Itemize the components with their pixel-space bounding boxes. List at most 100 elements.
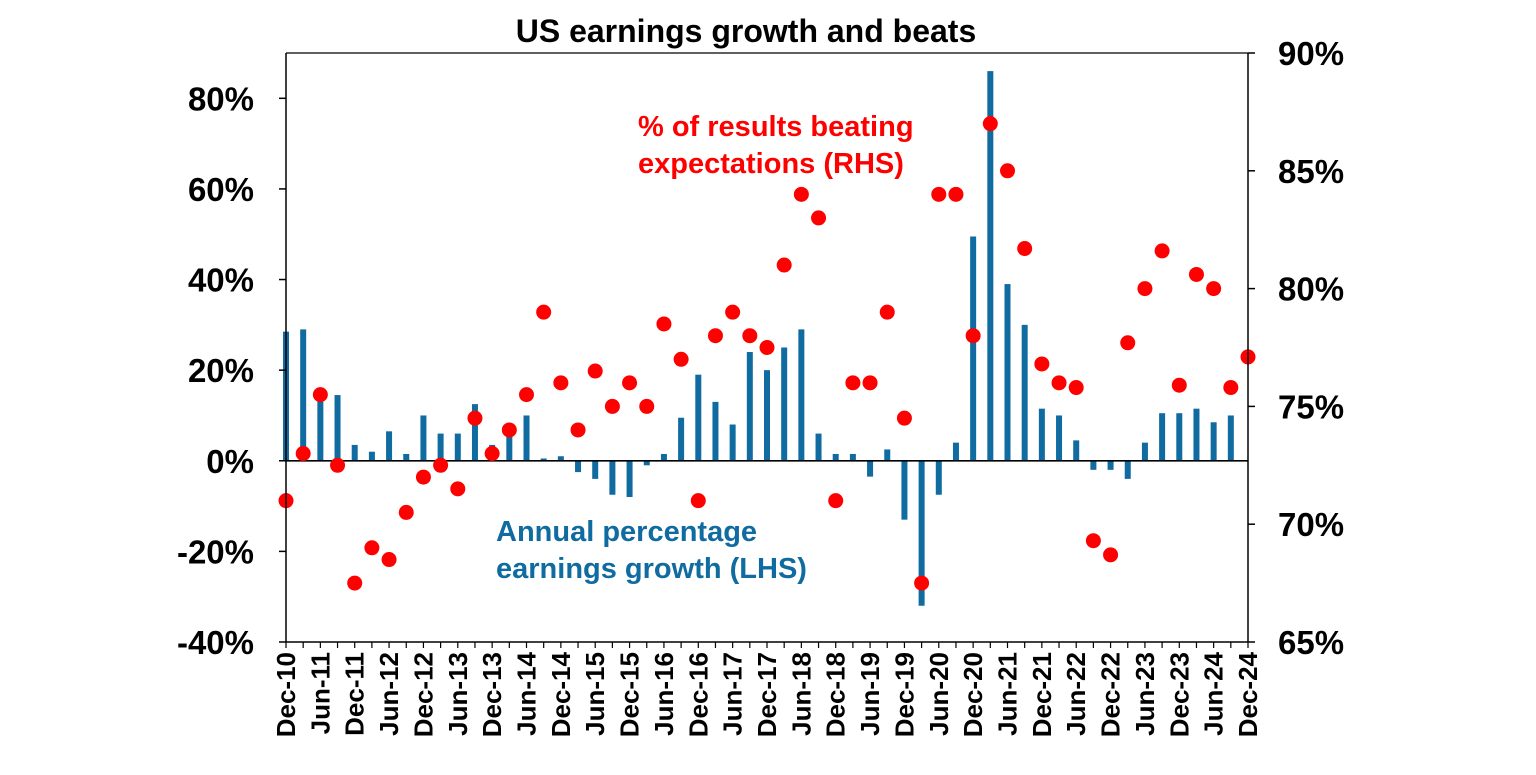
bar-Mar-20 [918, 460, 925, 606]
x-tick-label: Jun-15 [580, 652, 610, 736]
bar-Jun-23 [1141, 442, 1148, 461]
bar-Jun-21 [1004, 284, 1011, 461]
x-tick-label: Dec-14 [546, 651, 576, 737]
x-tick-label: Dec-23 [1164, 652, 1194, 737]
bar-Jun-16 [660, 453, 667, 461]
y-axis-left: -40% -20% 0% 20% 40% 60% 80% [177, 80, 286, 661]
point-Mar-21 [982, 116, 998, 132]
bar-Jun-11 [317, 397, 324, 461]
bar-Mar-12 [368, 451, 375, 461]
bar-Sep-23 [1159, 413, 1166, 461]
bar-Jun-15 [592, 460, 599, 479]
point-Mar-13 [433, 457, 449, 473]
point-Mar-22 [1051, 375, 1067, 391]
point-Dec-16 [690, 493, 706, 509]
y-left-tick-label: 60% [188, 171, 254, 208]
point-Sep-15 [604, 398, 620, 414]
point-Mar-12 [364, 540, 380, 556]
point-Dec-12 [415, 469, 431, 485]
point-Sep-21 [1017, 241, 1033, 257]
point-Jun-12 [381, 552, 397, 568]
bar-Sep-17 [746, 352, 753, 461]
chart-title: US earnings growth and beats [516, 13, 977, 49]
y-right-tick-label: 80% [1278, 271, 1344, 308]
x-tick-label: Dec-13 [477, 652, 507, 737]
bar-Mar-18 [781, 347, 788, 461]
bar-Sep-16 [678, 417, 685, 461]
bar-Mar-17 [712, 401, 719, 461]
x-axis: Dec-10 Jun-11 Dec-11 Jun-12 Dec-12 Jun-13 Dec-… [271, 642, 1263, 737]
x-tick-label: Jun-16 [649, 652, 679, 736]
y-right-tick-label: 90% [1278, 35, 1344, 72]
y-right-tick-label: 85% [1278, 153, 1344, 190]
bar-Mar-22 [1056, 415, 1063, 461]
bar-Mar-15 [575, 460, 582, 473]
bar-Dec-15 [626, 460, 633, 498]
x-tick-label: Dec-20 [958, 652, 988, 737]
point-Sep-16 [673, 351, 689, 367]
x-tick-label: Dec-11 [340, 652, 370, 736]
point-Dec-13 [484, 446, 500, 462]
y-left-tick-label: 0% [206, 443, 254, 480]
point-Jun-20 [931, 186, 947, 202]
point-Mar-19 [845, 375, 861, 391]
bar-Sep-18 [815, 433, 822, 461]
y-right-tick-label: 70% [1278, 506, 1344, 543]
y-right-tick-label: 75% [1278, 388, 1344, 425]
y-left-tick-label: -20% [177, 533, 254, 570]
x-tick-label: Jun-21 [993, 652, 1023, 736]
bar-series-earnings-growth [283, 71, 1234, 606]
point-Sep-14 [536, 304, 552, 320]
point-Jun-15 [587, 363, 603, 379]
bar-Jun-13 [454, 433, 461, 461]
x-tick-label: Jun-14 [512, 651, 542, 735]
point-Dec-22 [1103, 547, 1119, 563]
bar-Dec-20 [970, 236, 977, 461]
annotation-line: earnings growth (LHS) [496, 553, 807, 585]
x-tick-label: Dec-16 [683, 652, 713, 737]
point-Mar-14 [501, 422, 517, 438]
annotation-line: % of results beating [638, 111, 914, 143]
x-tick-label: Jun-22 [1061, 652, 1091, 736]
x-tick-label: Dec-17 [752, 652, 782, 737]
bar-Dec-19 [901, 460, 908, 520]
bar-Sep-22 [1090, 460, 1097, 470]
y-axis-right: 65% 70% 75% 80% 85% 90% [1248, 35, 1344, 661]
annotation-line: expectations (RHS) [638, 148, 904, 180]
point-Mar-15 [570, 422, 586, 438]
x-tick-label: Jun-17 [718, 652, 748, 736]
bar-Mar-16 [643, 460, 650, 466]
point-Sep-13 [467, 410, 483, 426]
bar-Mar-11 [300, 329, 307, 461]
point-Jun-23 [1137, 281, 1153, 297]
point-Dec-23 [1171, 377, 1187, 393]
bar-Dec-18 [832, 453, 839, 461]
bar-Sep-14 [540, 458, 547, 461]
point-Dec-20 [965, 328, 981, 344]
scatter-series-beats [278, 116, 1256, 591]
point-Mar-17 [707, 328, 723, 344]
y-left-tick-label: 20% [188, 352, 254, 389]
point-Sep-17 [742, 328, 758, 344]
bar-Dec-22 [1107, 460, 1114, 470]
bar-Sep-20 [952, 442, 959, 461]
point-Sep-12 [398, 504, 414, 520]
point-Sep-24 [1223, 380, 1239, 396]
bar-Mar-14 [506, 429, 513, 461]
bar-Jun-12 [386, 431, 393, 461]
point-Sep-19 [879, 304, 895, 320]
point-Jun-13 [450, 481, 466, 497]
point-Jun-17 [725, 304, 741, 320]
bar-Jun-14 [523, 415, 530, 461]
point-Mar-24 [1188, 266, 1204, 282]
bar-Mar-23 [1124, 460, 1131, 479]
point-Mar-16 [639, 398, 655, 414]
bar-Jun-24 [1210, 422, 1217, 461]
point-Jun-22 [1068, 380, 1084, 396]
x-tick-label: Dec-18 [821, 652, 851, 737]
x-tick-label: Dec-15 [615, 652, 645, 737]
bar-Dec-14 [557, 456, 564, 461]
bar-Sep-13 [471, 404, 478, 461]
point-Jun-11 [312, 387, 328, 403]
